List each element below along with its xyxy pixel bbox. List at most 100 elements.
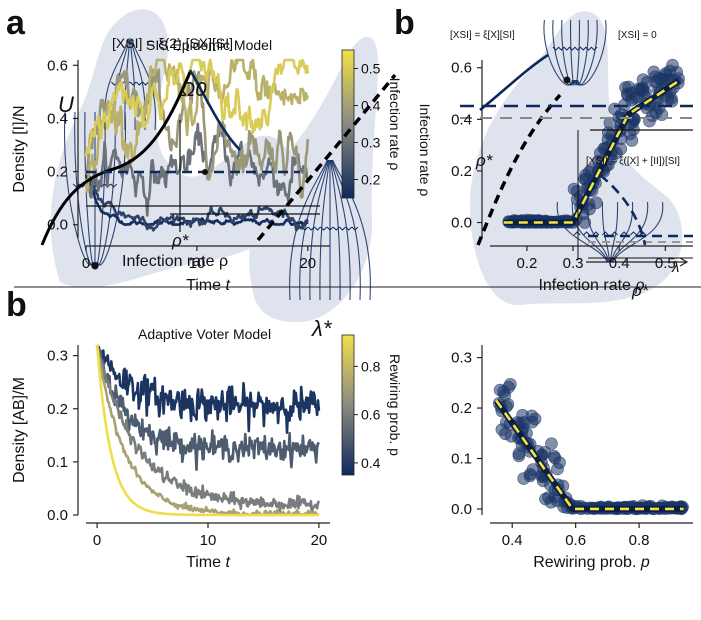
streamline-rbottom-0 (556, 201, 608, 263)
sis-steady-y-tick-label-1: 0.2 (451, 163, 472, 180)
voter-time-colorbar-tick-label-1: 0.6 (361, 407, 381, 423)
streamline-rbottom-arrow-2 (592, 231, 600, 236)
voter-time-colorbar-tick-label-0: 0.4 (361, 455, 381, 471)
rho-star-label-bottom: ρ* (631, 281, 650, 300)
sis-steady-point (601, 126, 615, 140)
manifold-curve-u (40, 71, 192, 246)
streamline-right-7 (331, 159, 361, 301)
voter-time-colorbar-label: Rewiring prob. p (387, 354, 403, 456)
fixed-point-omega (202, 169, 208, 175)
streamline-top-5 (131, 39, 157, 131)
streamline-rbottom-arrow-5 (620, 231, 628, 236)
closure-label-right-3: [XSI] = ξ([X] + [II])[SI] (586, 156, 680, 167)
sis-steady-point (641, 75, 654, 89)
streamline-rtop-2 (561, 19, 575, 86)
sis-steady-y-tick-label-2: 0.4 (451, 111, 472, 128)
voter-steady-y-tick-label-1: 0.1 (451, 451, 472, 468)
voter-steady-x-tick-label-0: 0.4 (502, 532, 523, 549)
voter-time-x-tick-label-1: 10 (200, 532, 217, 549)
streamline-right-arrow-3 (320, 226, 328, 231)
streamline-rtop-arrow-2 (563, 46, 571, 51)
streamline-rtop-arrow-0 (552, 46, 560, 51)
voter-steady-x-tick-label-2: 0.8 (629, 532, 650, 549)
sis-time-y-label: Density [I]/N (11, 105, 28, 192)
streamline-rbottom-arrow-3 (601, 231, 609, 236)
streamline-top-arrow-3 (129, 81, 137, 86)
dashed-arc-right (599, 173, 647, 246)
sis-time-x-tick-label-1: 10 (189, 255, 206, 272)
branch-curve-right (479, 53, 549, 112)
sis-time-series-1 (85, 173, 309, 232)
streamline-top-arrow-4 (136, 81, 143, 86)
closure-label-left: [XSI] = ξ(2) [SX][SI] (112, 35, 233, 51)
streamline-rtop-3 (569, 19, 576, 86)
streamline-rbottom-arrow-0 (573, 231, 581, 236)
sis-time-colorbar (341, 49, 355, 199)
closure-label-right-1: [XSI] = ξ[X][SI] (450, 30, 515, 41)
voter-steady-point (512, 449, 526, 463)
voter-steady-point (545, 437, 558, 450)
branch-curve-omega (188, 69, 241, 151)
infection-rate-label-overlay: Infection rate ρ (122, 253, 228, 270)
streamline-rtop-arrow-1 (557, 46, 565, 51)
sis-time-y-tick-label-3: 0.6 (47, 57, 68, 74)
sis-time-series-5 (84, 58, 310, 157)
closure-label-right-2: [XSI] = 0 (618, 30, 657, 41)
streamline-right-3 (319, 159, 330, 301)
sis-time-series-2 (84, 122, 309, 217)
streamline-right-arrow-7 (345, 226, 353, 231)
sis-time-x-label: Time t (186, 277, 230, 294)
streamline-rtop-4 (574, 19, 581, 86)
streamline-rtop-arrow-3 (568, 46, 576, 51)
voter-time-y-tick-label-0: 0.0 (47, 507, 68, 524)
streamline-top-arrow-5 (142, 81, 149, 86)
voter-time-x-tick-label-2: 20 (311, 532, 328, 549)
streamline-right-arrow-2 (314, 226, 321, 231)
sis-steady-x-tick-label-3: 0.5 (655, 255, 676, 272)
panel-letter-b-bottom: b (6, 286, 27, 324)
fixed-point-left (91, 262, 99, 270)
rho-star-label-left: ρ* (171, 231, 190, 250)
voter-steady-point (517, 416, 531, 429)
sis-time-colorbar-tick-label-2: 0.4 (361, 98, 381, 114)
sis-steady-x-tick-label-2: 0.4 (609, 255, 630, 272)
streamline-rtop-0 (543, 19, 573, 86)
sis-time-x-tick-label-0: 0 (82, 255, 90, 272)
panel-letter-b-top: b (394, 4, 415, 42)
sis-steady-y-tick-label-0: 0.0 (451, 215, 472, 232)
streamline-rbottom-7 (612, 201, 664, 263)
streamline-rbottom-arrow-1 (583, 231, 590, 236)
streamline-rbottom-arrow-6 (630, 231, 637, 236)
streamline-rbottom-4 (609, 201, 619, 263)
voter-time-y-tick-label-3: 0.3 (47, 348, 68, 365)
sis-steady-y-tick-label-3: 0.6 (451, 60, 472, 77)
sis-steady-point (589, 196, 603, 210)
rho-star-label-right: ρ* (475, 151, 494, 170)
voter-steady-y-tick-label-3: 0.3 (451, 350, 472, 367)
streamline-right-6 (330, 159, 351, 301)
sis-steady-point (643, 114, 656, 128)
streamline-right-arrow-8 (351, 226, 359, 231)
sis-time-colorbar-tick-label-0: 0.2 (361, 172, 381, 188)
lambda-arrow-head (679, 257, 689, 267)
streamline-rbottom-3 (601, 201, 611, 263)
streamline-rtop-5 (575, 19, 589, 86)
manifold-curve-lambda (256, 73, 397, 242)
sis-time-colorbar-label: Infection rate ρ (387, 78, 403, 171)
manifold-curve-right (476, 93, 562, 246)
voter-time-series-1 (95, 344, 320, 471)
voter-time-series-0 (95, 344, 321, 434)
sis-time-colorbar-tick-label-3: 0.5 (361, 61, 381, 77)
voter-steady-point (504, 377, 517, 391)
sis-steady-x-tick-label-0: 0.2 (516, 255, 537, 272)
sis-steady-x-tick-label-1: 0.3 (563, 255, 584, 272)
voter-time-colorbar-tick-label-2: 0.8 (361, 358, 381, 374)
sis-model-title: SIS Epidemic Model (146, 37, 272, 53)
lambda-axis-label: λ (671, 259, 679, 276)
streamline-right-arrow-5 (332, 226, 340, 231)
streamline-rbottom-1 (571, 201, 609, 263)
streamline-rtop-7 (577, 19, 607, 86)
streamline-rtop-arrow-4 (574, 46, 582, 51)
